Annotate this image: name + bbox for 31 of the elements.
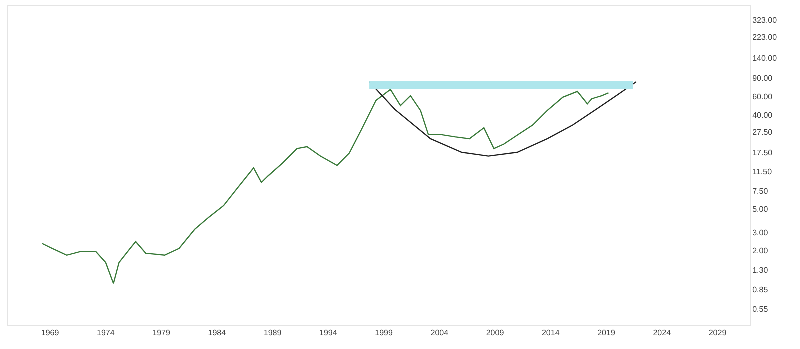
x-tick-label: 2014: [542, 328, 560, 338]
x-tick-label: 1999: [375, 328, 394, 338]
line-series: [42, 89, 610, 284]
y-tick-label: 11.50: [752, 167, 773, 176]
x-tick-label: 2019: [598, 328, 616, 338]
y-tick-label: 223.00: [752, 32, 778, 42]
y-tick-label: 40.00: [752, 110, 774, 120]
y-tick-label: 90.00: [752, 74, 774, 84]
y-tick-label: 323.00: [752, 16, 778, 26]
x-tick-label: 2004: [430, 328, 450, 338]
y-tick-label: 0.85: [752, 285, 769, 294]
x-tick-label: 1994: [319, 328, 338, 338]
y-tick-label: 17.50: [752, 148, 774, 158]
x-tick-label: 2029: [708, 328, 728, 338]
x-tick-label: 1979: [152, 328, 171, 338]
x-tick-label: 2009: [486, 328, 505, 338]
y-tick-label: 2.00: [752, 246, 769, 256]
x-tick-label: 1989: [264, 328, 282, 338]
y-tick-label: 3.00: [752, 228, 769, 238]
y-tick-label: 140.00: [752, 54, 778, 64]
y-tick-label: 27.50: [752, 128, 774, 137]
line-series: [368, 81, 638, 157]
y-tick-label: 5.00: [752, 205, 769, 214]
y-tick-label: 60.00: [752, 92, 774, 102]
x-tick-label: 2024: [653, 328, 672, 338]
x-tick-label: 1969: [41, 328, 60, 338]
y-tick-label: 0.55: [752, 305, 769, 314]
y-tick-label: 7.50: [752, 186, 769, 196]
y-tick-label: 1.30: [752, 266, 769, 276]
x-tick-label: 1984: [208, 328, 227, 338]
x-tick-label: 1974: [97, 328, 116, 338]
